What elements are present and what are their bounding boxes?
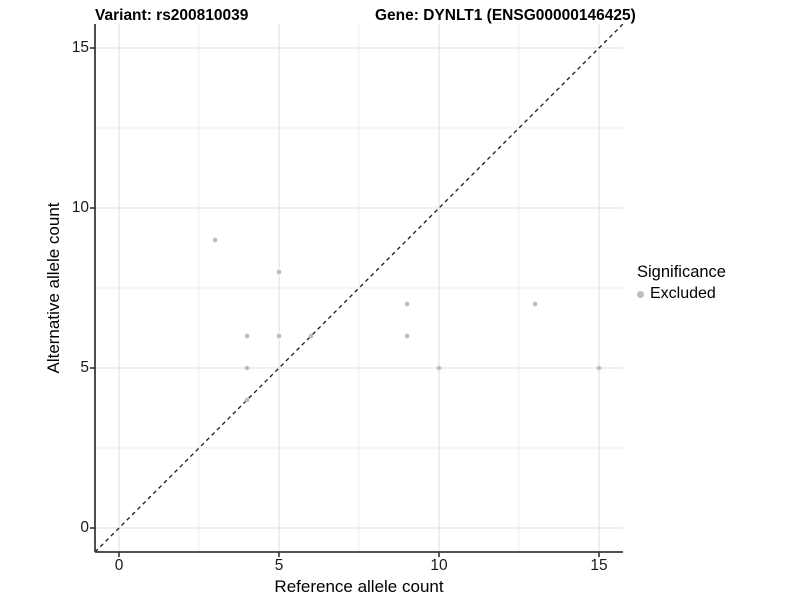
data-point bbox=[276, 269, 282, 275]
data-point bbox=[532, 301, 538, 307]
legend-item-label: Excluded bbox=[650, 285, 716, 302]
data-point bbox=[244, 333, 250, 339]
data-point bbox=[436, 365, 442, 371]
plot-title-gene: Gene: DYNLT1 (ENSG00000146425) bbox=[375, 7, 636, 24]
legend-item-excluded: Excluded bbox=[637, 285, 726, 303]
legend: Significance Excluded bbox=[637, 263, 726, 303]
y-axis-title: Alternative allele count bbox=[44, 202, 63, 374]
data-point bbox=[244, 365, 250, 371]
data-point bbox=[212, 237, 218, 243]
legend-point-icon bbox=[637, 290, 644, 298]
data-point bbox=[596, 365, 602, 371]
data-point bbox=[404, 333, 410, 339]
x-tick-label: 5 bbox=[274, 557, 284, 574]
plot-title-variant: Variant: rs200810039 bbox=[95, 7, 249, 24]
x-tick-label: 0 bbox=[114, 557, 124, 574]
data-point bbox=[276, 333, 282, 339]
y-tick-label: 5 bbox=[80, 359, 89, 376]
x-tick-label: 10 bbox=[430, 557, 448, 574]
y-tick-label: 0 bbox=[80, 519, 89, 536]
y-tick-label: 10 bbox=[71, 199, 89, 216]
scatter-plot-panel bbox=[90, 24, 624, 557]
y-tick-label: 15 bbox=[71, 39, 89, 56]
data-point bbox=[244, 397, 250, 403]
x-tick-label: 15 bbox=[590, 557, 608, 574]
data-point bbox=[308, 333, 314, 339]
legend-title: Significance bbox=[637, 263, 726, 281]
x-axis-title: Reference allele count bbox=[274, 577, 444, 596]
data-point bbox=[404, 301, 410, 307]
